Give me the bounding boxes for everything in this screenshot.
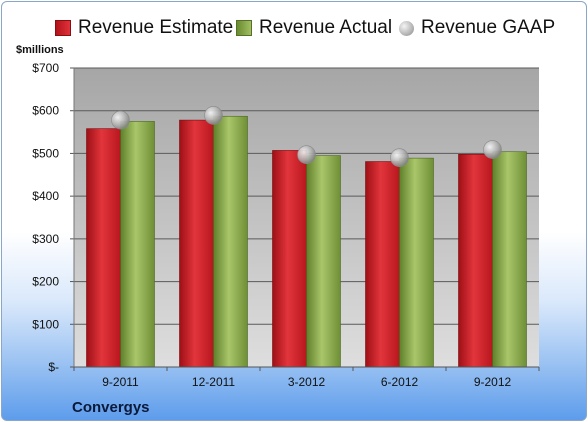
bar-revenue-estimate: [179, 119, 214, 368]
marker-revenue-gaap: [390, 148, 409, 167]
y-tick-label: $100: [32, 317, 59, 331]
marker-revenue-gaap: [297, 145, 316, 165]
company-name: Convergys: [72, 399, 150, 416]
x-tick-label: 3-2012: [288, 375, 326, 389]
bar-revenue-actual: [120, 121, 155, 368]
legend-item-actual: Revenue Actual: [236, 14, 392, 42]
bar-revenue-actual: [213, 115, 248, 368]
x-tick-label: 6-2012: [381, 375, 419, 389]
y-tick-label: $-: [48, 360, 59, 374]
y-axis-ticks: $- $100 $200 $300 $400 $500 $600 $700: [32, 61, 75, 374]
marker-revenue-gaap: [111, 110, 130, 130]
legend-label-actual: Revenue Actual: [259, 17, 393, 38]
x-tick-label: 12-2011: [192, 375, 235, 389]
y-axis-units-label: $millions: [16, 44, 64, 56]
chart-legend: Revenue Estimate Revenue Actual Revenue …: [0, 14, 588, 42]
y-tick-label: $400: [32, 189, 59, 203]
legend-swatch-actual: [236, 20, 252, 36]
bar-revenue-estimate: [458, 153, 493, 368]
marker-revenue-gaap: [204, 106, 223, 125]
legend-item-estimate: Revenue Estimate: [55, 14, 233, 42]
x-tick-label: 9-2011: [102, 375, 139, 389]
y-tick-label: $700: [32, 61, 59, 75]
bar-revenue-actual: [399, 157, 434, 368]
y-tick-label: $600: [32, 104, 59, 118]
bar-revenue-estimate: [86, 128, 121, 368]
bar-revenue-estimate: [365, 161, 400, 368]
bar-revenue-estimate: [272, 150, 307, 368]
legend-marker-gaap: [399, 20, 414, 36]
marker-revenue-gaap: [483, 140, 502, 159]
y-tick-label: $200: [32, 275, 59, 289]
y-tick-label: $500: [32, 146, 59, 160]
bar-revenue-actual: [492, 151, 527, 368]
legend-label-estimate: Revenue Estimate: [78, 17, 234, 38]
bars: [86, 106, 527, 368]
x-axis-ticks: 9-2011 12-2011 3-2012 6-2012 9-2012: [73, 366, 540, 389]
bar-revenue-actual: [306, 155, 341, 368]
y-tick-label: $300: [32, 232, 59, 246]
x-tick-label: 9-2012: [474, 375, 512, 389]
legend-label-gaap: Revenue GAAP: [421, 17, 556, 38]
legend-swatch-estimate: [55, 20, 71, 36]
legend-item-gaap: Revenue GAAP: [399, 14, 555, 42]
